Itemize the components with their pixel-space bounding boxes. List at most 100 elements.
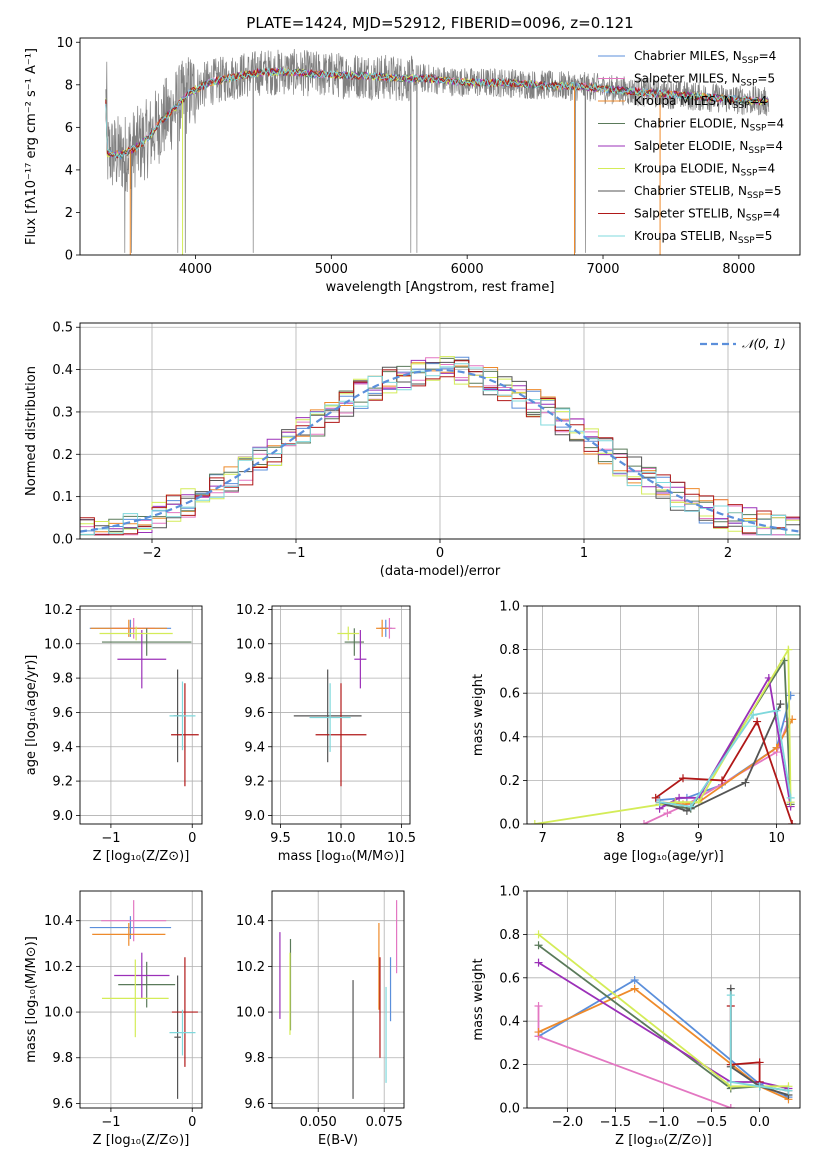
spectrum-xtick-label: 6000 [451, 262, 484, 277]
legend-tail: =5 [757, 72, 775, 86]
weight-vs-age-xtick-label: 9 [694, 831, 702, 846]
mass-vs-ebv-xtick-label: 0.075 [366, 1115, 403, 1130]
legend-tail: =4 [759, 49, 777, 63]
age-vs-mass-ytick-label: 9.6 [244, 706, 265, 721]
weight-point-marker [776, 700, 785, 709]
mass-vs-ebv-plot-area [279, 900, 398, 1099]
weight-vs-z-ytick-label: 0.8 [499, 928, 520, 943]
weight-vs-z-frame [526, 890, 801, 1109]
spectrum-xtick-label: 5000 [315, 262, 348, 277]
legend-label: Salpeter STELIB, N [634, 207, 746, 221]
age-vs-z-ylabel: age [log₁₀(age/yr)] [24, 655, 39, 776]
residuals-ytick-label: 0.2 [52, 448, 73, 463]
weight-point-marker [675, 793, 684, 802]
mass-vs-ebv-axes: 0.050 0.075 9.6 9.8 10.0 10.2 10.4 E(B-V) [236, 890, 405, 1148]
weight-vs-age-xtick-label: 7 [538, 831, 546, 846]
legend-sub: SSP [748, 146, 765, 156]
mass-vs-ebv-ytick-label: 9.6 [244, 1097, 265, 1112]
legend-entry: 𝒩(0, 1) [742, 337, 786, 351]
weight-point-marker [786, 793, 795, 802]
weight-point-marker [686, 802, 695, 811]
mass-vs-z-plot-area [89, 900, 198, 1099]
weight-vs-z-xtick-label: −2.0 [552, 1115, 584, 1130]
age-vs-mass-ytick-label: 10.2 [236, 603, 265, 618]
weight-series-line [538, 961, 789, 1090]
age-vs-z-ytick-label: 9.2 [52, 775, 73, 790]
age-vs-mass-xtick-label: 9.5 [270, 831, 291, 846]
mass-vs-ebv-ytick-label: 9.8 [244, 1051, 265, 1066]
age-vs-z-frame [79, 605, 203, 825]
weight-series-line [659, 675, 792, 810]
weight-vs-age-ytick-label: 0.4 [499, 730, 520, 745]
histogram-series [80, 360, 800, 536]
weight-point-marker [663, 809, 672, 818]
residuals-ytick-label: 0.1 [52, 490, 73, 505]
spectrum-ytick-label: 4 [65, 163, 73, 178]
spectrum-frame [79, 37, 801, 256]
histogram-series [80, 356, 800, 536]
weight-vs-age-ytick-label: 1.0 [499, 600, 520, 615]
spectrum-ytick-label: 8 [65, 78, 73, 93]
weight-vs-age-frame [526, 605, 801, 825]
legend-tail: =4 [757, 162, 775, 176]
legend-entry: Kroupa STELIB, NSSP=5 [634, 229, 772, 246]
mass-vs-z-xlabel: Z [log₁₀(Z/Z⊙)] [93, 1133, 190, 1148]
residuals-ytick-label: 0.4 [52, 363, 73, 378]
weight-point-marker [786, 691, 795, 700]
mass-vs-z-ytick-label: 10.4 [44, 914, 73, 929]
residuals-xtick-label: −2 [142, 546, 161, 561]
legend-sub: SSP [750, 124, 767, 134]
age-vs-mass-xlabel: mass [log₁₀(M/M⊙)] [278, 849, 405, 864]
legend-tail: =4 [765, 139, 783, 153]
histogram-series [80, 363, 800, 536]
weight-point-marker [534, 1002, 543, 1011]
legend-sub: SSP [733, 101, 750, 111]
legend-label: Kroupa MILES, N [634, 94, 733, 108]
residuals-xtick-label: 0 [436, 546, 444, 561]
age-vs-z-ytick-label: 10.2 [44, 603, 73, 618]
legend-sub: SSP [741, 169, 758, 179]
weight-vs-z-xtick-label: −0.5 [696, 1115, 728, 1130]
weight-point-marker [630, 984, 639, 993]
legend-tail: =5 [755, 229, 773, 243]
mass-vs-z-ytick-label: 10.0 [44, 1006, 73, 1021]
legend-label: Chabrier MILES, N [634, 49, 742, 63]
legend-label: Kroupa ELODIE, N [634, 162, 741, 176]
age-vs-mass-ytick-label: 10.0 [236, 637, 265, 652]
legend-label: Salpeter ELODIE, N [634, 139, 748, 153]
weight-vs-age-axes: 7 8 9 10 0.0 0.2 0.4 0.6 0.8 1.0 age [log₁₀(age/yr… [471, 600, 801, 864]
age-vs-z-ytick-label: 9.8 [52, 672, 73, 687]
weight-vs-age-ytick-label: 0.8 [499, 643, 520, 658]
legend-label: Salpeter MILES, N [634, 72, 741, 86]
age-vs-z-xtick-label: 0 [188, 831, 196, 846]
residuals-xtick-label: 1 [580, 546, 588, 561]
weight-point-marker [726, 1077, 735, 1086]
legend-sub: SSP [741, 79, 758, 89]
spectrum-ytick-label: 0 [65, 249, 73, 264]
spectrum-model-line [105, 66, 768, 159]
age-vs-mass-axes: 9.5 10.0 10.5 9.0 9.2 9.4 9.6 9.8 10.0 10.2 mass [… [236, 603, 416, 864]
weight-vs-age-xlabel: age [log₁₀(age/yr)] [603, 849, 724, 864]
legend-entry: Kroupa MILES, NSSP=4 [634, 94, 767, 111]
legend-entry: Chabrier ELODIE, NSSP=4 [634, 117, 784, 134]
age-vs-z-ytick-label: 9.4 [52, 740, 73, 755]
weight-point-marker [772, 706, 781, 715]
weight-point-marker [534, 930, 543, 939]
legend-label: Chabrier STELIB, N [634, 184, 747, 198]
weight-point-marker [655, 798, 664, 807]
weight-vs-z-axes: −2.0 −1.5 −1.0 −0.5 0.0 0.0 0.2 0.4 0.6 0.8 1.0 Z [… [471, 885, 801, 1148]
mass-vs-z-axes: −1 0 9.6 9.8 10.0 10.2 10.4 Z [log₁₀(Z/Z⊙)] mass… [24, 890, 203, 1148]
spectrum-xlabel: wavelength [Angstrom, rest frame] [326, 280, 555, 295]
mass-vs-z-frame [79, 890, 203, 1109]
weight-point-marker [726, 991, 735, 1000]
normal-curve [80, 368, 800, 533]
weight-vs-age-xtick-label: 8 [616, 831, 624, 846]
weight-vs-z-plot-area [534, 930, 793, 1108]
weight-vs-age-xtick-label: 10 [768, 831, 785, 846]
residuals-ytick-label: 0.3 [52, 405, 73, 420]
residuals-xtick-label: −1 [286, 546, 305, 561]
weight-point-marker [784, 645, 793, 654]
mass-vs-ebv-ytick-label: 10.0 [236, 1006, 265, 1021]
weight-point-marker [530, 820, 539, 824]
